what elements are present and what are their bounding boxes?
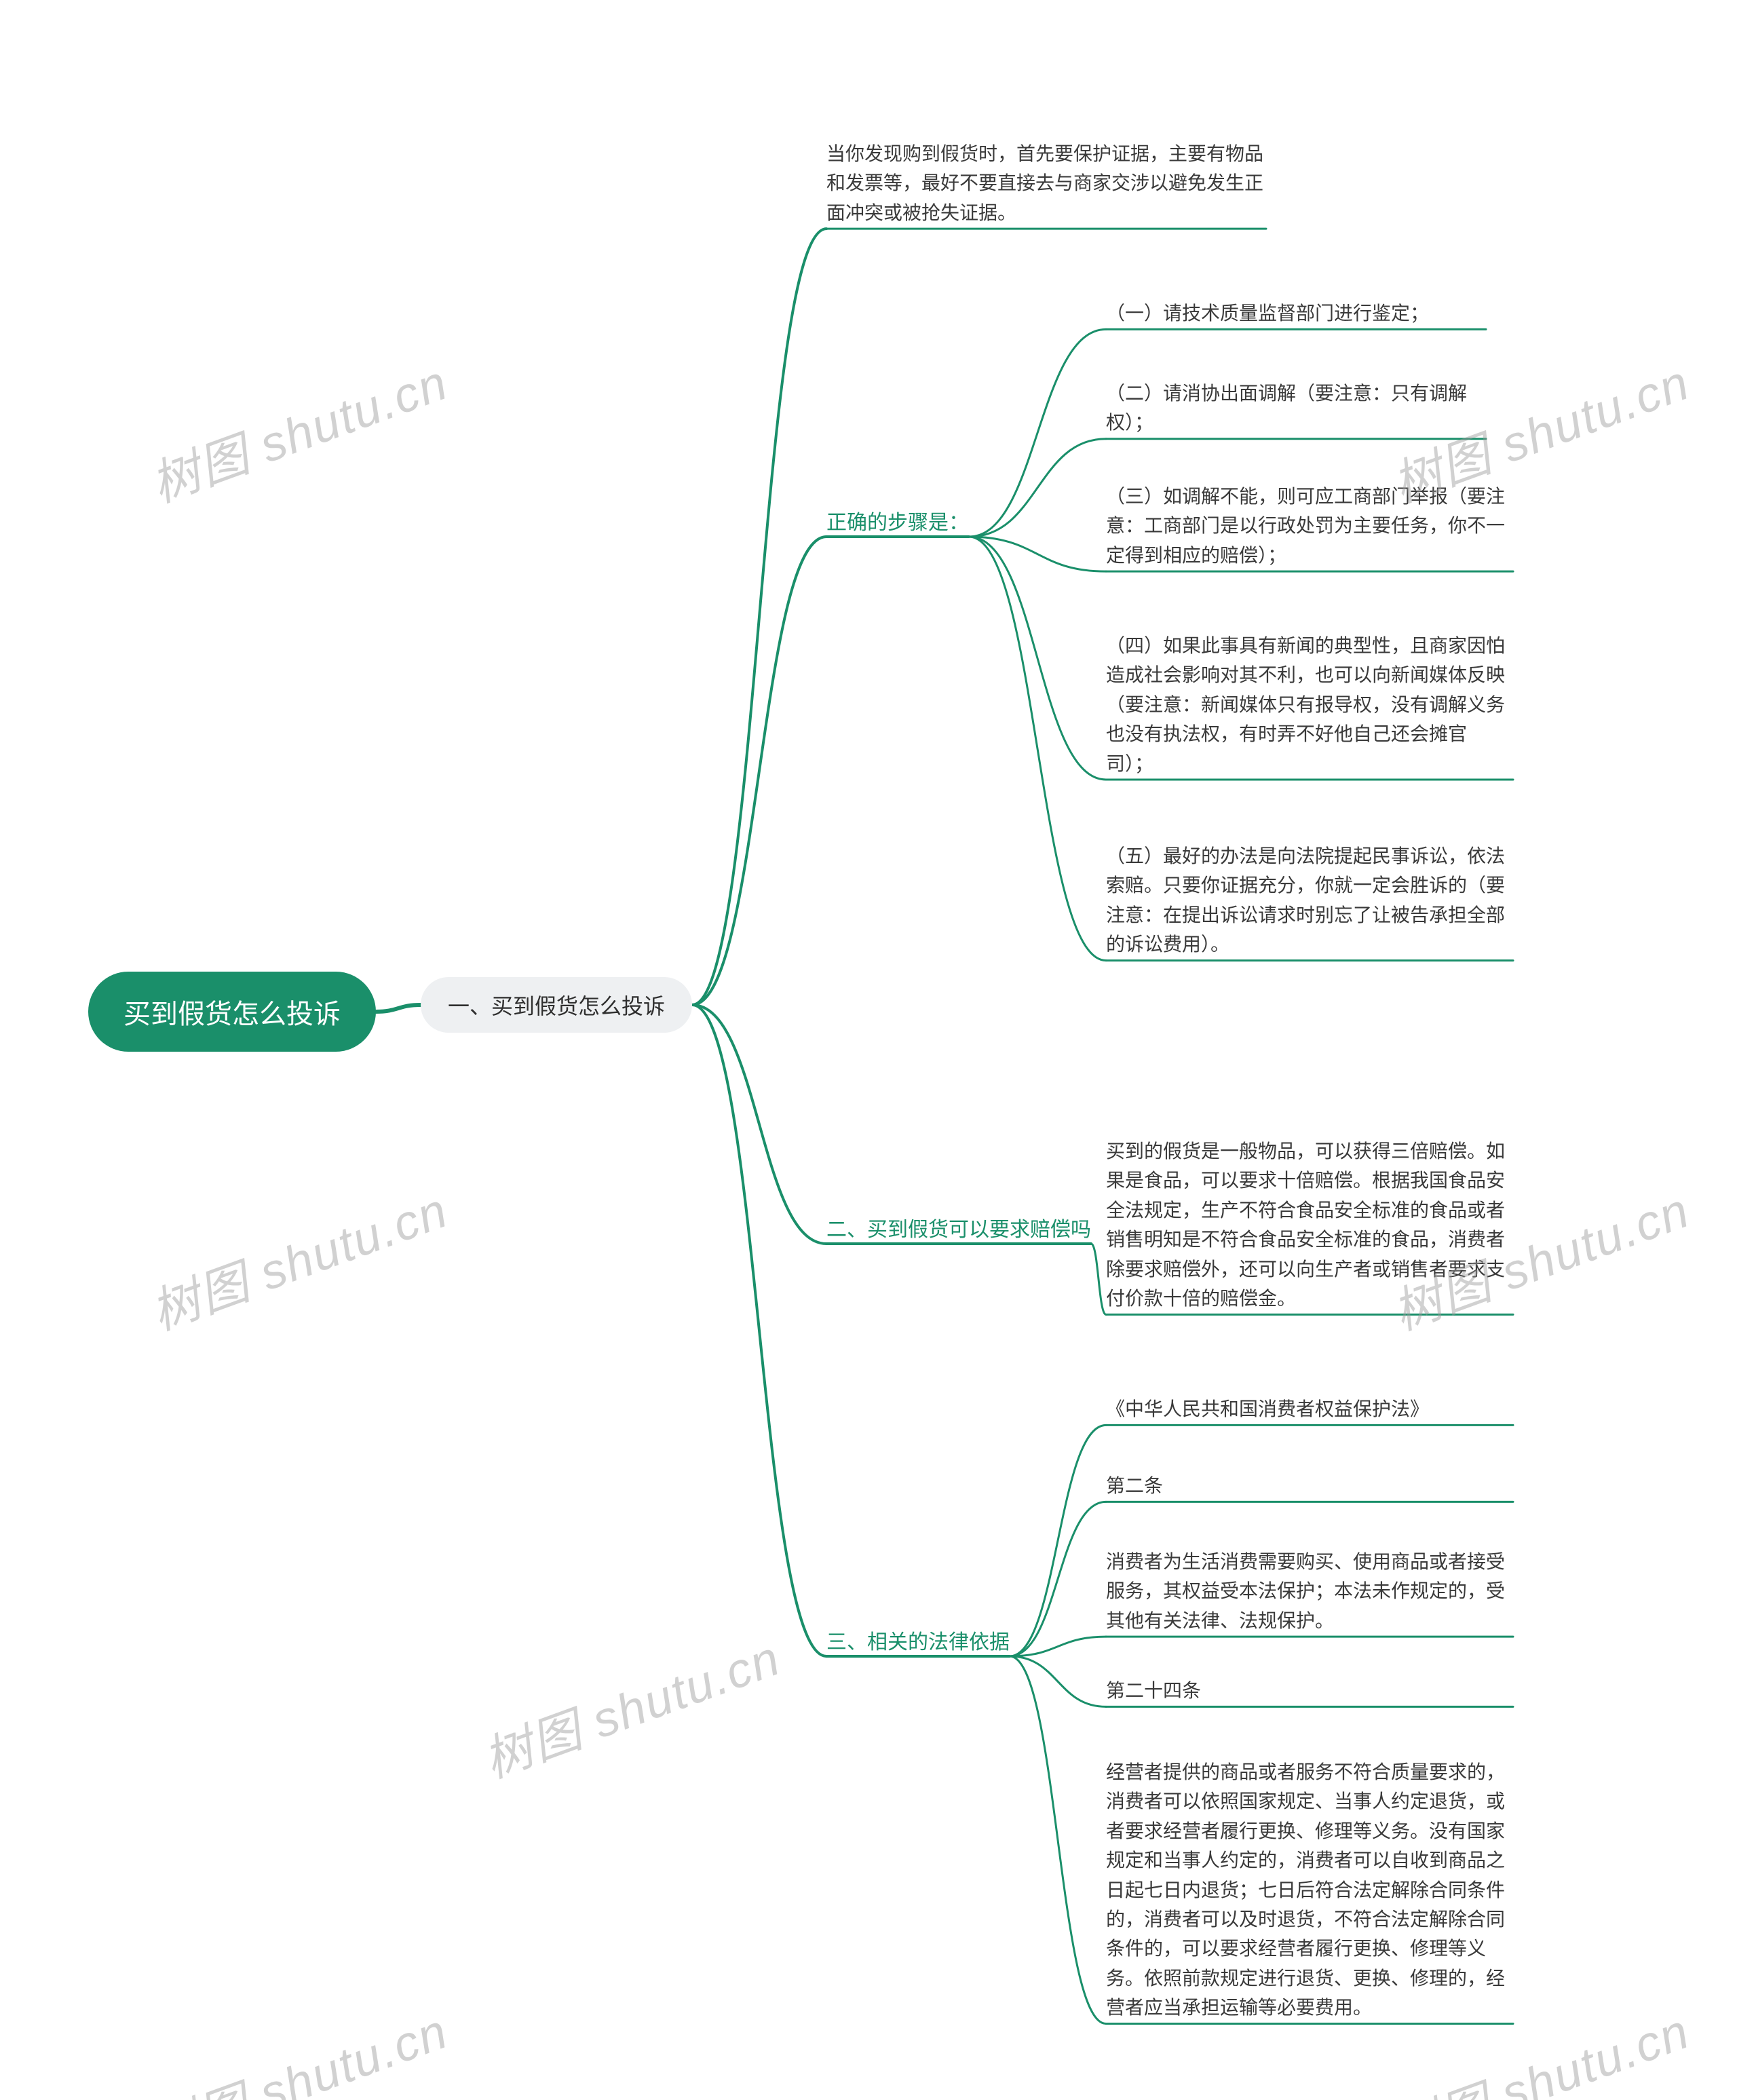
law-text-3: 消费者为生活消费需要购买、使用商品或者接受服务，其权益受本法保护；本法未作规定的… (1106, 1547, 1513, 1635)
compensation-text: 买到的假货是一般物品，可以获得三倍赔偿。如果是食品，可以要求十倍赔偿。根据我国食… (1106, 1137, 1513, 1313)
watermark-text: 树图 shutu.cn (140, 1991, 456, 2100)
step-leaf-3: （三）如调解不能，则可应工商部门举报（要注意：工商部门是以行政处罚为主要任务，你… (1106, 482, 1513, 570)
sub-node-compensation: 二、买到假货可以要求赔偿吗 (826, 1213, 1091, 1242)
step-text-5: （五）最好的办法是向法院提起民事诉讼，依法索赔。只要你证据充分，你就一定会胜诉的… (1106, 841, 1513, 959)
root-label: 买到假货怎么投诉 (123, 992, 341, 1031)
sub-label-steps: 正确的步骤是： (826, 505, 969, 535)
law-leaf-3: 消费者为生活消费需要购买、使用商品或者接受服务，其权益受本法保护；本法未作规定的… (1106, 1547, 1513, 1635)
step-text-4: （四）如果此事具有新闻的典型性，且商家因怕造成社会影响对其不利，也可以向新闻媒体… (1106, 631, 1513, 778)
branch-intro-leaf: 当你发现购到假货时，首先要保护证据，主要有物品和发票等，最好不要直接去与商家交涉… (826, 139, 1266, 227)
mindmap-canvas: 买到假货怎么投诉 一、买到假货怎么投诉 当你发现购到假货时，首先要保护证据，主要… (0, 0, 1737, 2100)
law-leaf-2: 第二条 (1106, 1471, 1513, 1500)
step-leaf-5: （五）最好的办法是向法院提起民事诉讼，依法索赔。只要你证据充分，你就一定会胜诉的… (1106, 841, 1513, 959)
law-leaf-5: 经营者提供的商品或者服务不符合质量要求的，消费者可以依照国家规定、当事人约定退货… (1106, 1757, 1513, 2023)
watermark-text: 树图 shutu.cn (472, 1618, 788, 1791)
step-text-2: （二）请消协出面调解（要注意：只有调解权）； (1106, 379, 1486, 438)
compensation-leaf: 买到的假货是一般物品，可以获得三倍赔偿。如果是食品，可以要求十倍赔偿。根据我国食… (1106, 1137, 1513, 1313)
sub-node-law: 三、相关的法律依据 (826, 1625, 1010, 1655)
step-text-3: （三）如调解不能，则可应工商部门举报（要注意：工商部门是以行政处罚为主要任务，你… (1106, 482, 1513, 570)
law-text-1: 《中华人民共和国消费者权益保护法》 (1106, 1394, 1429, 1424)
step-leaf-2: （二）请消协出面调解（要注意：只有调解权）； (1106, 379, 1486, 438)
branch-intro-text: 当你发现购到假货时，首先要保护证据，主要有物品和发票等，最好不要直接去与商家交涉… (826, 139, 1266, 227)
law-leaf-1: 《中华人民共和国消费者权益保护法》 (1106, 1394, 1513, 1424)
step-text-1: （一）请技术质量监督部门进行鉴定； (1106, 299, 1429, 328)
law-text-4: 第二十四条 (1106, 1676, 1201, 1705)
sub-label-compensation: 二、买到假货可以要求赔偿吗 (826, 1213, 1091, 1242)
law-leaf-4: 第二十四条 (1106, 1676, 1513, 1705)
law-text-5: 经营者提供的商品或者服务不符合质量要求的，消费者可以依照国家规定、当事人约定退货… (1106, 1757, 1513, 2023)
sub-label-law: 三、相关的法律依据 (826, 1625, 1010, 1655)
step-leaf-1: （一）请技术质量监督部门进行鉴定； (1106, 299, 1486, 328)
branch-label: 一、买到假货怎么投诉 (448, 989, 665, 1020)
branch-node: 一、买到假货怎么投诉 (421, 977, 692, 1033)
sub-node-steps: 正确的步骤是： (826, 505, 969, 535)
watermark-text: 树图 shutu.cn (140, 1170, 456, 1343)
watermark-text: 树图 shutu.cn (140, 343, 456, 516)
law-text-2: 第二条 (1106, 1471, 1163, 1500)
step-leaf-4: （四）如果此事具有新闻的典型性，且商家因怕造成社会影响对其不利，也可以向新闻媒体… (1106, 631, 1513, 778)
root-node: 买到假货怎么投诉 (88, 972, 376, 1052)
